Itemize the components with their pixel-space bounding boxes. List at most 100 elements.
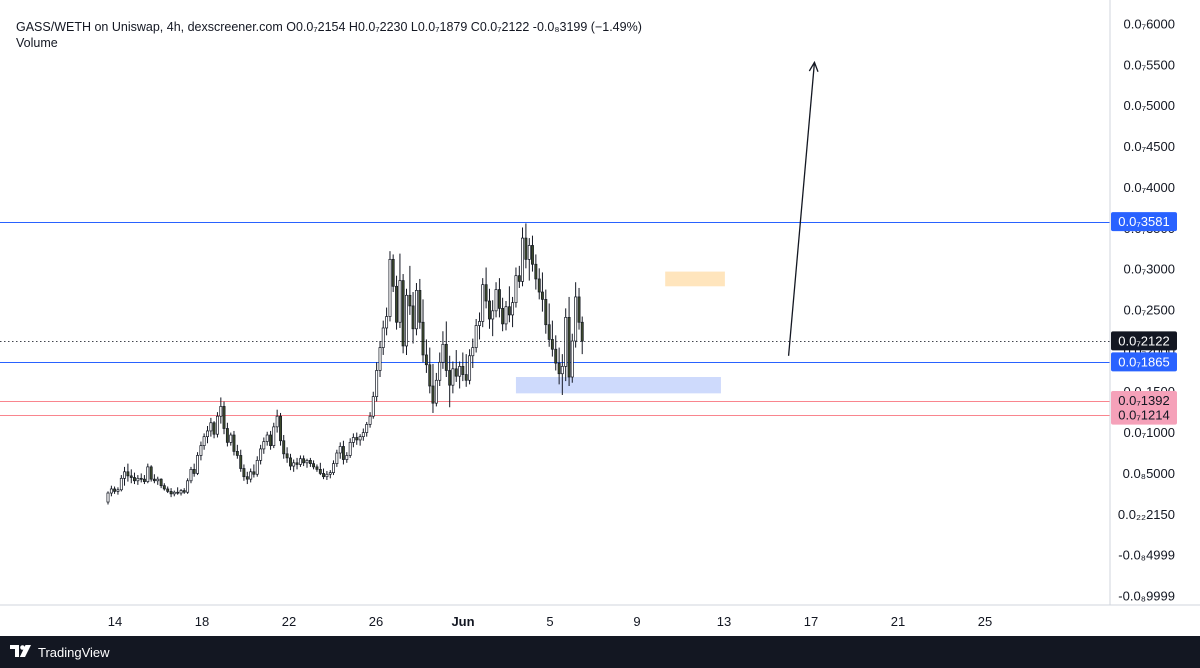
candle-body bbox=[521, 237, 524, 282]
y-tick-label: 0.0₂₂2150 bbox=[1118, 507, 1175, 522]
candle bbox=[312, 460, 316, 470]
candle-body bbox=[524, 237, 528, 260]
candle bbox=[547, 303, 551, 347]
candle-body bbox=[401, 280, 405, 347]
candle-body bbox=[564, 317, 568, 367]
price-chart[interactable]: 0.0₇6000 0.0₇5500 0.0₇5000 0.0₇4500 0.0₇4000… bbox=[0, 0, 1200, 636]
candle bbox=[152, 474, 156, 484]
candle-body bbox=[305, 460, 309, 464]
candle bbox=[222, 401, 226, 435]
candle-body bbox=[537, 278, 541, 293]
candle-body bbox=[458, 366, 462, 377]
candle-body bbox=[461, 366, 465, 375]
candle bbox=[421, 299, 425, 363]
price-badge-label: 0.0₇1214 bbox=[1118, 408, 1169, 423]
candle-body bbox=[531, 245, 534, 265]
candle-body bbox=[484, 284, 488, 302]
candle-body bbox=[431, 385, 435, 404]
candle-body bbox=[295, 462, 299, 465]
candle-body bbox=[182, 490, 186, 493]
candle-body bbox=[454, 368, 458, 377]
candle bbox=[371, 391, 375, 419]
candle bbox=[199, 441, 203, 461]
candle-body bbox=[371, 396, 375, 417]
candle bbox=[113, 486, 117, 494]
candle bbox=[484, 267, 488, 309]
candle-body bbox=[474, 325, 478, 348]
candle bbox=[156, 476, 160, 485]
tradingview-brand[interactable]: TradingView bbox=[10, 645, 110, 660]
candle bbox=[162, 483, 166, 491]
candle-body bbox=[567, 317, 571, 378]
candle bbox=[305, 458, 309, 468]
price-badge-label: 0.0₇2122 bbox=[1118, 333, 1169, 348]
candle-body bbox=[488, 300, 491, 320]
candle-body bbox=[527, 245, 531, 260]
candle bbox=[398, 253, 402, 328]
candle-body bbox=[149, 466, 153, 480]
candle bbox=[229, 432, 233, 446]
candle-body bbox=[176, 491, 180, 494]
candle bbox=[348, 438, 352, 458]
candle bbox=[458, 361, 462, 389]
x-tick-label: 9 bbox=[633, 614, 640, 629]
symbol-ohlc-line[interactable]: GASS/WETH on Uniswap, 4h, dexscreener.co… bbox=[16, 20, 642, 34]
candle bbox=[428, 347, 432, 394]
candle bbox=[451, 361, 455, 394]
candle bbox=[318, 462, 322, 476]
candle bbox=[186, 478, 190, 494]
candle-body bbox=[438, 361, 442, 381]
y-tick-label: 0.0₈5000 bbox=[1123, 466, 1175, 481]
candle-body bbox=[534, 263, 538, 280]
y-tick-label: 0.0₇6000 bbox=[1124, 17, 1175, 32]
volume-label[interactable]: Volume bbox=[16, 36, 58, 50]
candle bbox=[341, 440, 345, 465]
candle-body bbox=[464, 374, 468, 381]
candle-body bbox=[405, 294, 408, 347]
candle bbox=[391, 254, 395, 293]
candle bbox=[355, 432, 359, 445]
candle bbox=[577, 287, 581, 330]
candle bbox=[358, 434, 362, 446]
candle-body bbox=[514, 275, 518, 303]
candle-body bbox=[302, 458, 306, 464]
candle-body bbox=[262, 441, 266, 450]
candle bbox=[567, 296, 571, 386]
candle-body bbox=[222, 406, 226, 429]
candle bbox=[282, 435, 286, 459]
x-tick-label: Jun bbox=[451, 614, 474, 629]
candle-body bbox=[448, 370, 452, 386]
candle bbox=[444, 321, 448, 378]
candle bbox=[537, 268, 541, 300]
projection-arrow bbox=[787, 60, 819, 356]
candle-body bbox=[511, 302, 515, 316]
candle bbox=[133, 472, 136, 485]
candle-body bbox=[242, 468, 246, 478]
candle-body bbox=[478, 321, 481, 326]
candle bbox=[159, 478, 163, 489]
candle-body bbox=[574, 296, 578, 342]
candle-body bbox=[142, 478, 146, 482]
tradingview-logo-icon bbox=[10, 645, 31, 657]
candle bbox=[196, 452, 199, 476]
candle-body bbox=[166, 488, 170, 492]
candle-body bbox=[279, 415, 282, 442]
candle bbox=[285, 447, 289, 463]
candle bbox=[408, 265, 412, 315]
candle-body bbox=[341, 446, 345, 460]
chart-legend: GASS/WETH on Uniswap, 4h, dexscreener.co… bbox=[16, 19, 642, 51]
candle-body bbox=[245, 476, 249, 480]
price-badge bbox=[1111, 391, 1177, 411]
candle bbox=[279, 412, 282, 446]
candle bbox=[557, 347, 561, 385]
candle bbox=[136, 475, 140, 485]
x-tick-label: 17 bbox=[804, 614, 818, 629]
candle bbox=[381, 320, 385, 355]
candle-body bbox=[252, 471, 256, 475]
candle bbox=[242, 464, 246, 481]
candle-body bbox=[421, 321, 425, 356]
candle-body bbox=[209, 422, 213, 432]
candle-body bbox=[146, 466, 150, 482]
candle bbox=[471, 338, 475, 369]
